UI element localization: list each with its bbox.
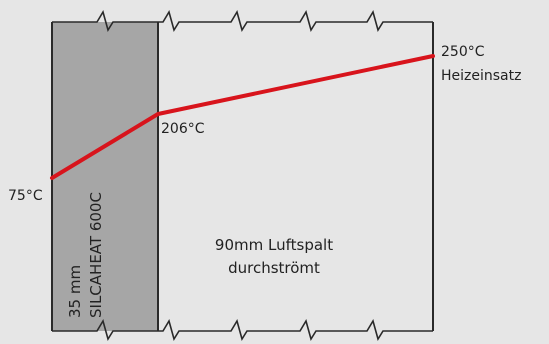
heater-temperature-label: 250°C (441, 44, 485, 60)
outer-temperature-label: 75°C (8, 188, 43, 204)
air-gap-sublabel: durchströmt (228, 259, 320, 277)
insulation-thickness-label: 35 mm (66, 265, 84, 318)
top-break-line (52, 9, 433, 32)
heater-label: Heizeinsatz (441, 68, 521, 84)
air-gap-label: 90mm Luftspalt (215, 236, 333, 254)
insulation-layer (52, 22, 158, 331)
interface-temperature-label: 206°C (161, 121, 205, 137)
bottom-break-line (52, 318, 433, 341)
insulation-material-label: SILCAHEAT 600C (87, 192, 105, 318)
temperature-profile-line (50, 54, 435, 180)
